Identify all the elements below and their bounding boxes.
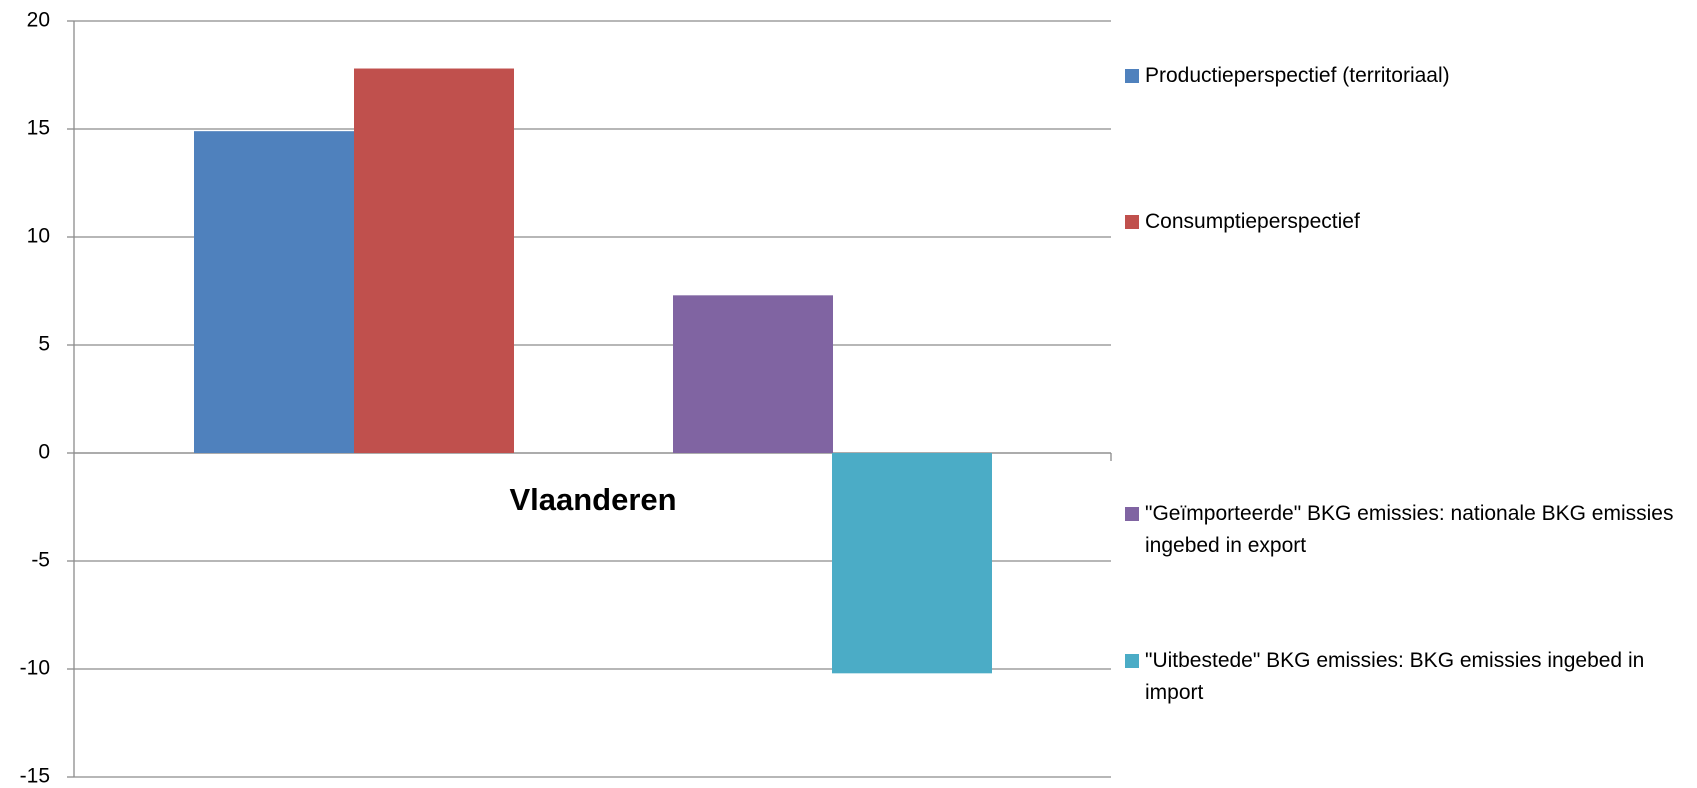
bar: [194, 131, 354, 453]
bar: [673, 295, 833, 453]
legend-label: "Uitbestede" BKG emissies: BKG emissies …: [1145, 649, 1645, 704]
legend-swatch: [1125, 69, 1139, 83]
legend-swatch: [1125, 654, 1139, 668]
y-tick-label: 20: [27, 9, 50, 32]
y-tick-label: -10: [20, 657, 50, 680]
legend-item: Consumptieperspectief: [1125, 206, 1685, 238]
bar: [354, 68, 514, 454]
x-tick-label: Vlaanderen: [509, 482, 676, 517]
y-tick-label: 5: [38, 333, 50, 356]
legend-item: "Uitbestede" BKG emissies: BKG emissies …: [1125, 645, 1685, 709]
y-tick-label: 10: [27, 225, 50, 248]
legend-item: Productieperspectief (territoriaal): [1125, 60, 1685, 92]
legend-swatch: [1125, 507, 1139, 521]
legend-swatch: [1125, 215, 1139, 229]
legend-label: Productieperspectief (territoriaal): [1145, 64, 1450, 87]
legend-item: "Geïmporteerde" BKG emissies: nationale …: [1125, 498, 1685, 562]
y-tick-label: -15: [20, 765, 50, 788]
legend-label: "Geïmporteerde" BKG emissies: nationale …: [1145, 502, 1674, 557]
y-tick-label: 15: [27, 117, 50, 140]
bar: [832, 453, 992, 674]
y-tick-label: -5: [31, 549, 50, 572]
y-tick-label: 0: [38, 441, 50, 464]
legend-label: Consumptieperspectief: [1145, 210, 1360, 233]
